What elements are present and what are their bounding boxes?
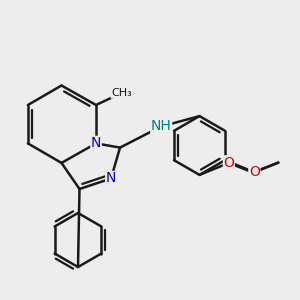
Text: NH: NH	[151, 119, 172, 134]
Text: N: N	[91, 136, 101, 150]
Text: O: O	[224, 156, 234, 170]
Text: CH₃: CH₃	[111, 88, 132, 98]
Text: N: N	[106, 172, 116, 185]
Text: O: O	[249, 165, 260, 179]
